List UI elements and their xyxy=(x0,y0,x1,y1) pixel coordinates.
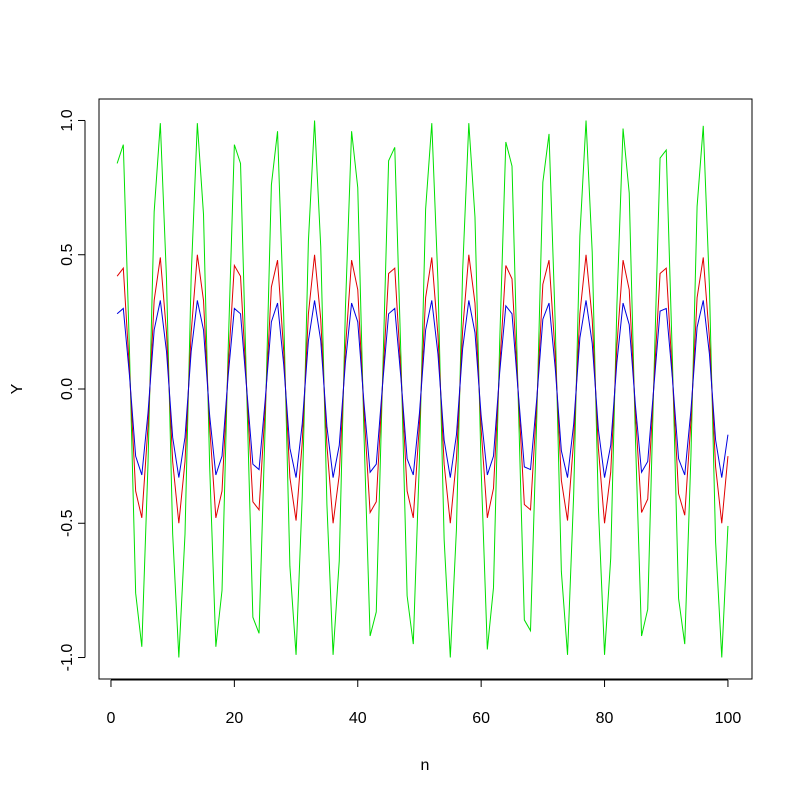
x-tick-label: 60 xyxy=(472,710,490,727)
y-tick-label: 0.0 xyxy=(59,378,76,400)
series-line xyxy=(116,300,729,478)
x-tick-label: 20 xyxy=(225,710,243,727)
x-tick-label: 80 xyxy=(596,710,614,727)
series-line xyxy=(116,120,729,658)
y-tick-label: -1.0 xyxy=(59,644,76,672)
x-axis-label: n xyxy=(421,757,430,774)
series-line xyxy=(116,254,729,524)
x-tick-label: 40 xyxy=(349,710,367,727)
y-tick-label: -0.5 xyxy=(59,509,76,537)
y-tick-label: 0.5 xyxy=(59,244,76,266)
y-tick-label: 1.0 xyxy=(59,109,76,131)
x-tick-label: 0 xyxy=(107,710,116,727)
y-axis-label: Y xyxy=(9,383,26,394)
plot-frame xyxy=(98,98,753,680)
x-tick-label: 100 xyxy=(715,710,742,727)
